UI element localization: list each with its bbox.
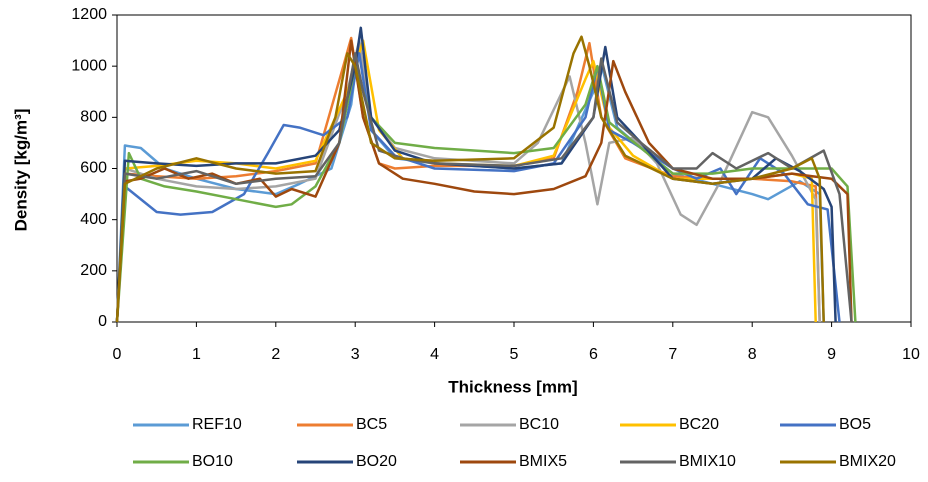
x-tick-label: 9 — [827, 346, 836, 363]
legend-label: BMIX10 — [679, 453, 736, 470]
legend-label: BO20 — [356, 453, 397, 470]
y-tick-label: 1200 — [71, 6, 107, 23]
y-tick-label: 1000 — [71, 57, 107, 74]
x-tick-label: 10 — [902, 346, 920, 363]
y-axis-title: Density [kg/m³] — [11, 109, 30, 232]
legend-label: BC20 — [679, 416, 719, 433]
x-tick-label: 0 — [113, 346, 122, 363]
series-line — [115, 39, 853, 323]
x-tick-label: 3 — [351, 346, 360, 363]
series-line — [115, 64, 857, 323]
y-tick-label: 0 — [98, 313, 107, 330]
x-tick-label: 5 — [510, 346, 519, 363]
series-line — [115, 39, 825, 323]
series-line — [115, 52, 841, 323]
x-tick-label: 1 — [192, 346, 201, 363]
series-line — [115, 26, 837, 323]
legend-label: BC10 — [519, 416, 559, 433]
x-tick-label: 7 — [668, 346, 677, 363]
series-line — [115, 39, 817, 323]
legend-label: BMIX5 — [519, 453, 567, 470]
legend-label: BO10 — [192, 453, 233, 470]
series-line — [115, 39, 821, 323]
y-tick-label: 400 — [80, 211, 107, 228]
y-tick-label: 600 — [80, 160, 107, 177]
legend-label: REF10 — [192, 416, 242, 433]
legend-label: BMIX20 — [839, 453, 896, 470]
legend-label: BC5 — [356, 416, 387, 433]
x-axis-title: Thickness [mm] — [448, 377, 577, 396]
y-tick-label: 800 — [80, 109, 107, 126]
series-line — [115, 35, 825, 323]
legend-label: BO5 — [839, 416, 871, 433]
x-tick-label: 4 — [430, 346, 439, 363]
y-tick-label: 200 — [80, 262, 107, 279]
x-tick-label: 8 — [748, 346, 757, 363]
x-tick-label: 6 — [589, 346, 598, 363]
x-tick-label: 2 — [271, 346, 280, 363]
series-line — [115, 52, 853, 323]
